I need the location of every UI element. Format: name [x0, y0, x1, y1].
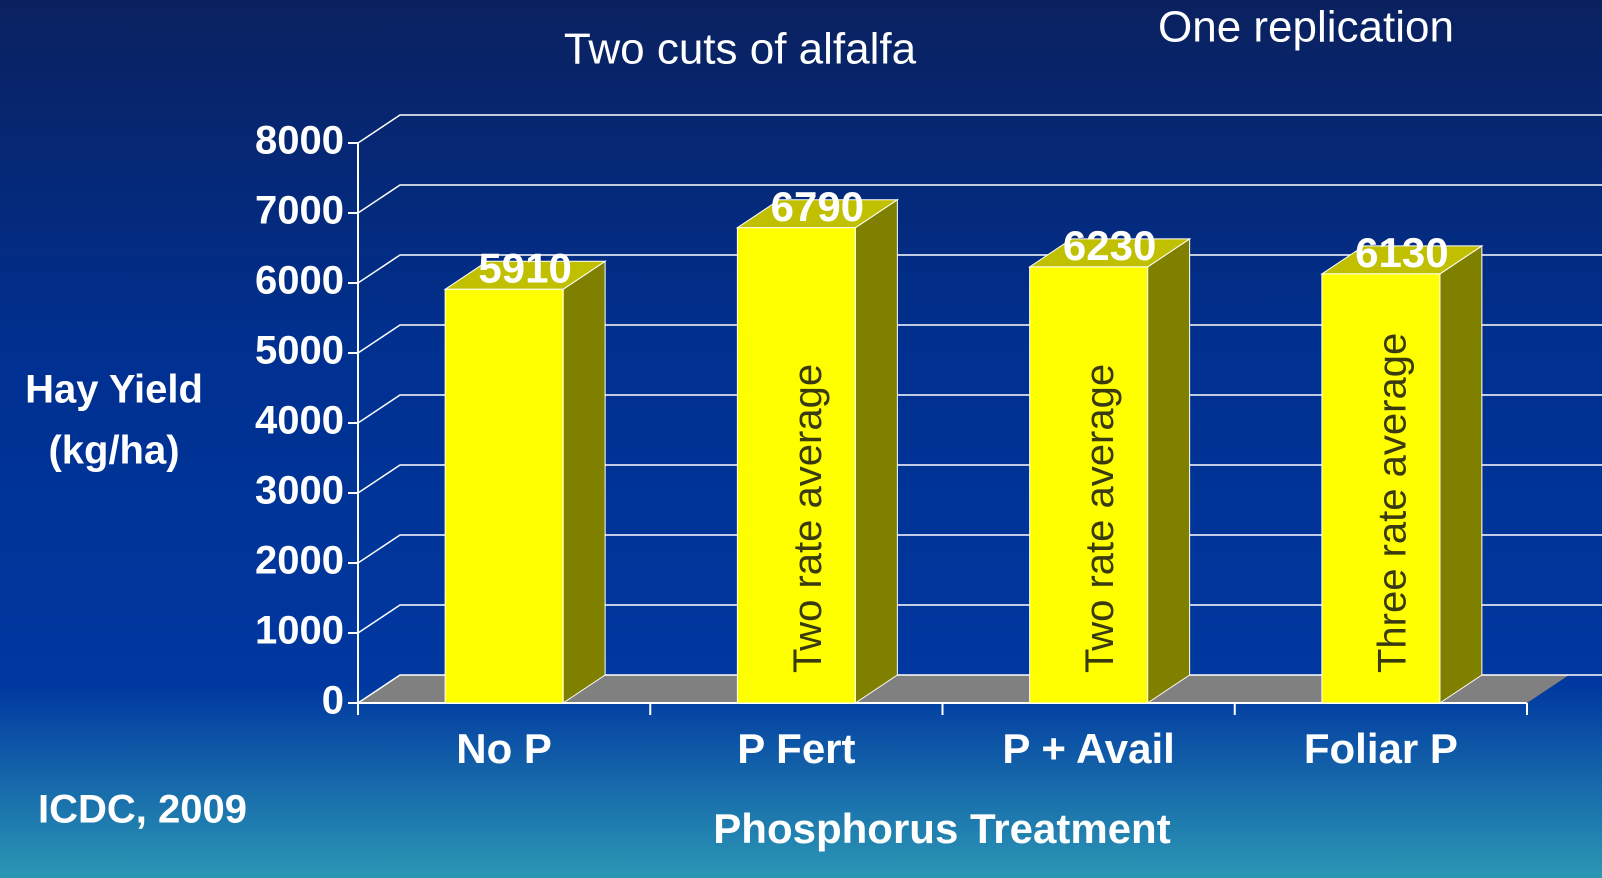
annotation: One replication: [1158, 3, 1454, 52]
y-tick-label: 4000: [255, 399, 344, 443]
y-tick-label: 5000: [255, 329, 344, 373]
x-tick-label: P + Avail: [1002, 725, 1174, 772]
y-tick-label: 1000: [255, 609, 344, 653]
grid-line: [357, 184, 1602, 214]
bar-annotation: Two rate average: [1078, 364, 1122, 673]
grid-line: [357, 464, 1602, 494]
grid-line: [357, 114, 1602, 144]
y-tick-label: 6000: [255, 259, 344, 303]
bar-side: [562, 260, 606, 704]
y-tick-label: 0: [322, 679, 344, 723]
y-axis-label: (kg/ha): [48, 429, 179, 473]
grid-line: [357, 324, 1602, 354]
grid-line: [357, 604, 1602, 634]
bar-side: [854, 198, 898, 704]
value-label: 6790: [771, 183, 864, 230]
y-tick-label: 7000: [255, 189, 344, 233]
value-label: 5910: [478, 244, 571, 291]
bar: [1029, 266, 1149, 704]
chart-title: Two cuts of alfalfa: [564, 25, 917, 74]
y-tick-label: 2000: [255, 539, 344, 583]
floor: [358, 675, 1569, 703]
bar-annotation: Three rate average: [1370, 333, 1414, 673]
y-axis-label: Hay Yield: [25, 368, 203, 412]
x-tick-label: No P: [456, 725, 552, 772]
bar-annotation: Two rate average: [786, 364, 830, 673]
x-tick-label: P Fert: [737, 725, 855, 772]
grid-line: [357, 674, 1602, 704]
value-label: 6230: [1063, 222, 1156, 269]
bar: [1321, 273, 1441, 704]
x-axis-label: Phosphorus Treatment: [713, 805, 1170, 852]
bar: [444, 288, 564, 704]
value-label: 6130: [1355, 229, 1448, 276]
bar: [736, 227, 856, 704]
bar-side: [1147, 237, 1191, 704]
source: ICDC, 2009: [38, 788, 247, 832]
y-tick-label: 8000: [255, 119, 344, 163]
bar-side: [1439, 244, 1483, 704]
grid-line: [357, 534, 1602, 564]
x-tick-label: Foliar P: [1304, 725, 1458, 772]
grid-line: [357, 394, 1602, 424]
grid-line: [357, 254, 1602, 284]
y-tick-label: 3000: [255, 469, 344, 513]
